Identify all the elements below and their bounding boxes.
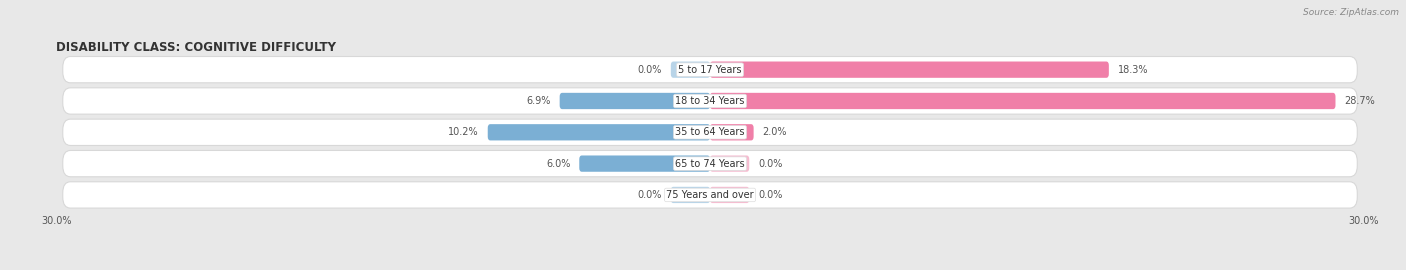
FancyBboxPatch shape (63, 56, 1357, 83)
Text: 6.0%: 6.0% (546, 158, 571, 169)
FancyBboxPatch shape (710, 156, 749, 172)
FancyBboxPatch shape (63, 182, 1357, 208)
Text: 2.0%: 2.0% (762, 127, 787, 137)
FancyBboxPatch shape (63, 150, 1357, 177)
FancyBboxPatch shape (710, 187, 749, 203)
Text: 0.0%: 0.0% (638, 190, 662, 200)
Text: 0.0%: 0.0% (758, 158, 782, 169)
Text: 0.0%: 0.0% (758, 190, 782, 200)
FancyBboxPatch shape (710, 62, 1109, 78)
FancyBboxPatch shape (579, 156, 710, 172)
FancyBboxPatch shape (488, 124, 710, 140)
Text: 5 to 17 Years: 5 to 17 Years (678, 65, 742, 75)
FancyBboxPatch shape (671, 187, 710, 203)
Text: 18.3%: 18.3% (1118, 65, 1149, 75)
Text: 0.0%: 0.0% (638, 65, 662, 75)
Text: 28.7%: 28.7% (1344, 96, 1375, 106)
FancyBboxPatch shape (710, 93, 1336, 109)
FancyBboxPatch shape (710, 124, 754, 140)
Text: DISABILITY CLASS: COGNITIVE DIFFICULTY: DISABILITY CLASS: COGNITIVE DIFFICULTY (56, 41, 336, 54)
FancyBboxPatch shape (63, 88, 1357, 114)
FancyBboxPatch shape (671, 62, 710, 78)
Text: 35 to 64 Years: 35 to 64 Years (675, 127, 745, 137)
Text: 18 to 34 Years: 18 to 34 Years (675, 96, 745, 106)
FancyBboxPatch shape (63, 119, 1357, 146)
Text: 6.9%: 6.9% (527, 96, 551, 106)
Text: 75 Years and over: 75 Years and over (666, 190, 754, 200)
Text: 65 to 74 Years: 65 to 74 Years (675, 158, 745, 169)
FancyBboxPatch shape (560, 93, 710, 109)
Text: 10.2%: 10.2% (449, 127, 479, 137)
Text: Source: ZipAtlas.com: Source: ZipAtlas.com (1303, 8, 1399, 17)
